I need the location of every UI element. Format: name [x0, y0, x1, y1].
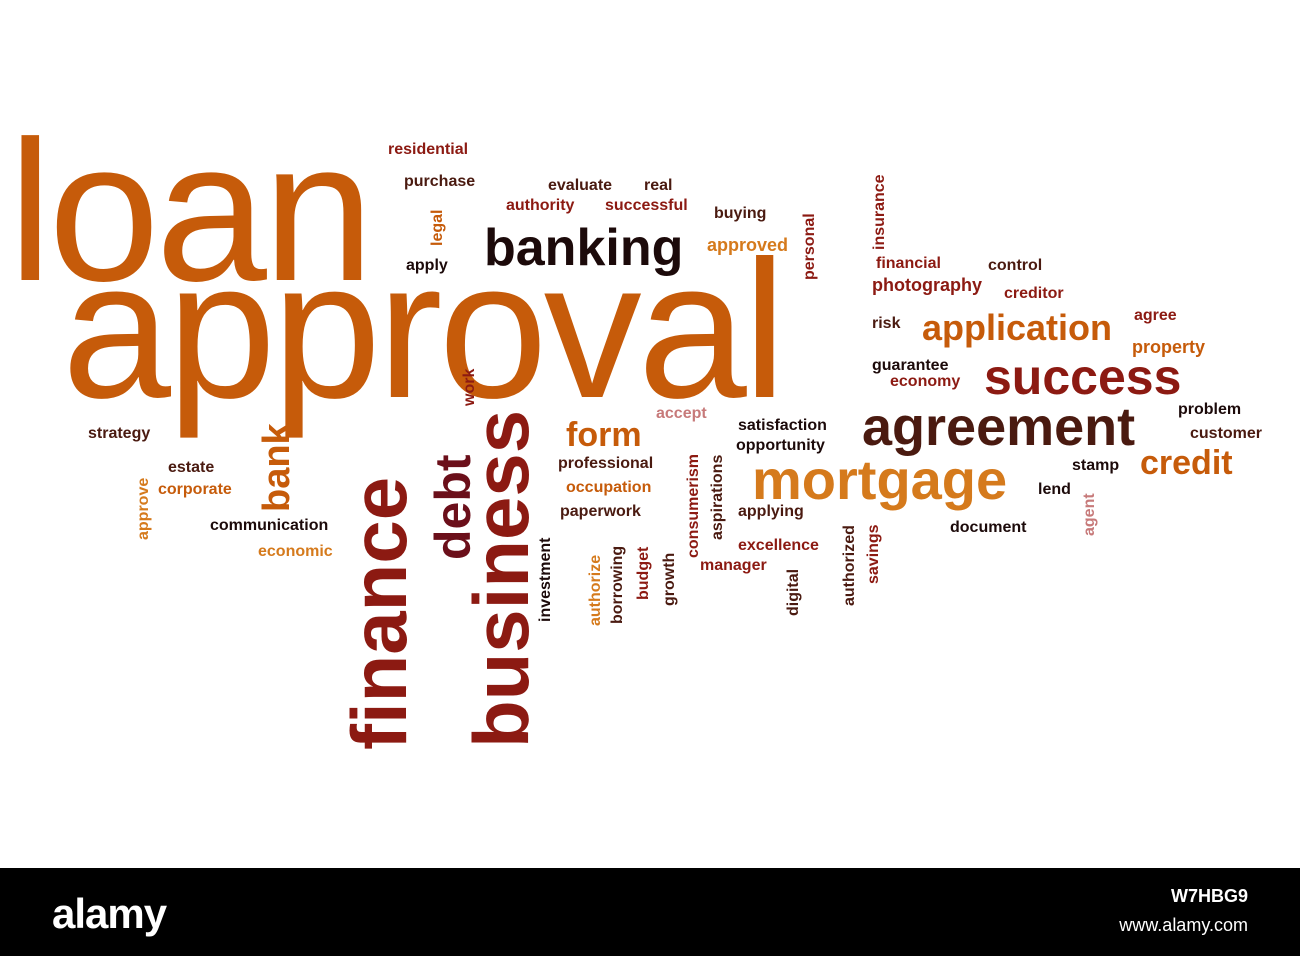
word-mortgage: mortgage [752, 448, 1008, 511]
word-document: document [950, 519, 1027, 536]
site-url: www.alamy.com [1119, 915, 1248, 935]
word-aspirations: aspirations [709, 454, 726, 540]
word-personal: personal [801, 213, 818, 280]
word-digital: digital [785, 568, 802, 616]
word-buying: buying [714, 205, 767, 222]
word-agreement: agreement [862, 397, 1136, 457]
word-borrowing: borrowing [609, 545, 626, 624]
word-cloud: loan approval banking agreement mortgage… [8, 100, 1263, 751]
word-opportunity: opportunity [736, 437, 825, 454]
word-banking: banking [484, 219, 684, 277]
word-finance: finance [335, 476, 423, 750]
word-evaluate: evaluate [548, 177, 613, 194]
word-approved: approved [707, 235, 789, 255]
word-residential: residential [388, 141, 469, 158]
word-budget: budget [635, 546, 652, 600]
word-work: work [461, 368, 478, 406]
word-application: application [922, 307, 1113, 348]
word-investment: investment [537, 537, 554, 622]
word-consumerism: consumerism [685, 453, 702, 558]
word-agree: agree [1134, 307, 1177, 324]
word-growth: growth [661, 552, 678, 606]
word-corporate: corporate [158, 481, 232, 498]
word-real: real [644, 177, 673, 194]
word-occupation: occupation [566, 479, 652, 496]
word-communication: communication [210, 517, 329, 534]
word-legal: legal [429, 209, 446, 246]
word-lend: lend [1038, 481, 1071, 498]
image-id: W7HBG9 [1170, 886, 1248, 906]
word-creditor: creditor [1004, 285, 1064, 302]
word-success: success [984, 349, 1182, 405]
word-agent: agent [1081, 493, 1098, 536]
word-problem: problem [1178, 401, 1242, 418]
word-authorize: authorize [587, 554, 604, 626]
word-form: form [566, 416, 642, 454]
word-authorized: authorized [841, 525, 858, 606]
word-insurance: insurance [871, 174, 888, 250]
watermark-footer: alamy W7HBG9 www.alamy.com [0, 868, 1300, 956]
word-strategy: strategy [88, 425, 151, 442]
word-estate: estate [168, 459, 215, 476]
word-successful: successful [605, 197, 688, 214]
word-customer: customer [1190, 425, 1263, 442]
word-loan: loan [8, 100, 374, 323]
word-apply: apply [406, 257, 448, 274]
word-manager: manager [700, 557, 767, 574]
word-excellence: excellence [738, 537, 819, 554]
word-photography: photography [872, 275, 982, 295]
word-debt: debt [425, 454, 481, 560]
word-applying: applying [738, 503, 804, 520]
word-savings: savings [865, 524, 882, 584]
word-authority: authority [506, 197, 575, 214]
word-property: property [1132, 337, 1206, 357]
word-risk: risk [872, 315, 901, 332]
word-approval: approval [62, 220, 786, 439]
word-satisfaction: satisfaction [738, 417, 827, 434]
word-stamp: stamp [1072, 457, 1120, 474]
word-purchase: purchase [404, 173, 476, 190]
word-economic: economic [258, 543, 333, 560]
word-financial: financial [876, 255, 941, 272]
word-control: control [988, 257, 1043, 274]
word-economy: economy [890, 373, 961, 390]
word-guarantee: guarantee [872, 357, 949, 374]
word-accept: accept [656, 405, 707, 422]
word-bank: bank [256, 423, 298, 512]
word-paperwork: paperwork [560, 503, 641, 520]
image-info: W7HBG9 www.alamy.com [1119, 886, 1248, 936]
word-professional: professional [558, 455, 654, 472]
brand-logo: alamy [52, 890, 167, 937]
word-approve: approve [135, 477, 152, 540]
word-credit: credit [1140, 444, 1233, 482]
